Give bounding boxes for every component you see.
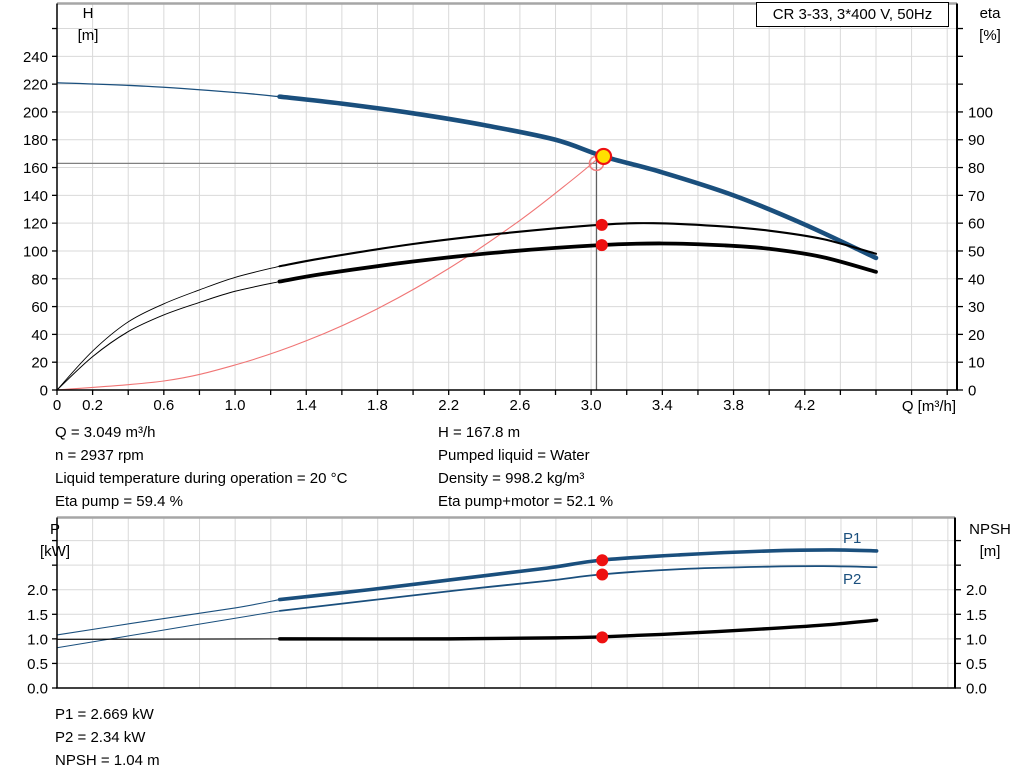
x-tick-label: 1.4 (296, 397, 317, 414)
y-tick-label-left: 100 (23, 243, 48, 260)
y-tick-label-right: 50 (968, 243, 985, 260)
y-tick-label-right: 100 (968, 104, 993, 121)
curve-value-dot (596, 631, 609, 644)
y-tick-label-right: 1.5 (966, 607, 987, 624)
y-tick-label-right: 0.5 (966, 656, 987, 673)
y-tick-label-right: 60 (968, 216, 985, 233)
head-value: H = 167.8 m (438, 424, 521, 441)
x-tick-label: 0 (53, 397, 61, 414)
npsh-axis-label: NPSH [m] (969, 521, 1011, 560)
curve-value-dot (595, 218, 608, 231)
eta-pump-motor-curve (277, 241, 878, 284)
y-tick-label-left: 2.0 (27, 582, 48, 599)
duty-info-left: Q = 3.049 m³/h n = 2937 rpm Liquid tempe… (55, 421, 347, 513)
p2-curve-label: P2 (843, 571, 862, 588)
x-tick-label: 4.2 (794, 397, 815, 414)
y-tick-label-left: 60 (31, 299, 48, 316)
x-tick-label: 2.6 (509, 397, 530, 414)
x-tick-label: 1.8 (367, 397, 388, 414)
y-tick-label-left: 1.0 (27, 631, 48, 648)
flow-value: Q = 3.049 m³/h (55, 424, 156, 441)
y-tick-label-right: 1.0 (966, 631, 987, 648)
y-tick-label-left: 160 (23, 160, 48, 177)
x-tick-label: 0.2 (82, 397, 103, 414)
p-axis-label: P [kW] (40, 521, 70, 560)
npsh-value: NPSH = 1.04 m (55, 752, 160, 769)
p2-value: P2 = 2.34 kW (55, 729, 146, 746)
eta-pump-curve-thin (56, 265, 280, 391)
y-tick-label-left: 20 (31, 355, 48, 372)
liquid-temperature-value: Liquid temperature during operation = 20… (55, 470, 348, 487)
y-tick-label-right: 80 (968, 160, 985, 177)
eta-axis-label: eta [%] (979, 5, 1001, 44)
y-tick-label-left: 40 (31, 327, 48, 344)
x-tick-label: 0.6 (153, 397, 174, 414)
p2-curve-thin (56, 610, 280, 649)
x-tick-label: 3.4 (652, 397, 673, 414)
x-tick-label: 3.8 (723, 397, 744, 414)
eta-pump-motor-curve-thin (56, 281, 280, 391)
eta-pump-motor-value: Eta pump+motor = 52.1 % (438, 493, 614, 510)
y-tick-label-right: 0 (968, 383, 976, 400)
y-tick-label-right: 20 (968, 327, 985, 344)
pump-model-label: CR 3-33, 3*400 V, 50Hz (756, 2, 949, 27)
y-tick-label-left: 140 (23, 188, 48, 205)
qh-pump-curve-thin (56, 82, 280, 98)
speed-value: n = 2937 rpm (55, 447, 144, 464)
curve-value-dot (596, 554, 609, 567)
x-tick-label: 3.0 (581, 397, 602, 414)
y-tick-label-right: 0.0 (966, 681, 987, 698)
q-axis-label: Q [m³/h] (901, 398, 956, 415)
pumped-liquid-value: Pumped liquid = Water (438, 447, 590, 464)
eta-pump-curve (278, 222, 878, 268)
curve-value-dot (596, 568, 609, 581)
y-tick-label-left: 0.5 (27, 656, 48, 673)
npsh-curve (278, 618, 879, 641)
y-tick-label-right: 2.0 (966, 582, 987, 599)
power-info: P1 = 2.669 kW P2 = 2.34 kW NPSH = 1.04 m (55, 703, 160, 772)
density-value: Density = 998.2 kg/m³ (438, 470, 585, 487)
x-tick-label: 1.0 (225, 397, 246, 414)
p1-value: P1 = 2.669 kW (55, 706, 154, 723)
duty-point-marker[interactable] (594, 147, 613, 166)
x-tick-label: 2.2 (438, 397, 459, 414)
y-tick-label-left: 120 (23, 216, 48, 233)
curve-value-dot (595, 239, 608, 252)
p1-curve (277, 548, 879, 602)
y-tick-label-left: 240 (23, 49, 48, 66)
p1-curve-label: P1 (843, 530, 862, 547)
y-tick-label-right: 40 (968, 271, 985, 288)
y-tick-label-right: 90 (968, 132, 985, 149)
y-tick-label-left: 80 (31, 271, 48, 288)
y-tick-label-left: 0 (40, 383, 48, 400)
y-tick-label-left: 0.0 (27, 681, 48, 698)
y-tick-label-left: 1.5 (27, 607, 48, 624)
y-tick-label-right: 10 (968, 355, 985, 372)
y-tick-label-right: 70 (968, 188, 985, 205)
qh-pump-curve (277, 94, 879, 261)
eta-pump-value: Eta pump = 59.4 % (55, 493, 183, 510)
y-tick-label-left: 200 (23, 104, 48, 121)
duty-info-right: H = 167.8 m Pumped liquid = Water Densit… (438, 421, 613, 513)
h-axis-label: H [m] (77, 5, 99, 44)
y-tick-label-right: 30 (968, 299, 985, 316)
system-curve (56, 153, 604, 391)
y-tick-label-left: 220 (23, 77, 48, 94)
y-tick-label-left: 180 (23, 132, 48, 149)
p1-curve-thin (56, 599, 280, 636)
